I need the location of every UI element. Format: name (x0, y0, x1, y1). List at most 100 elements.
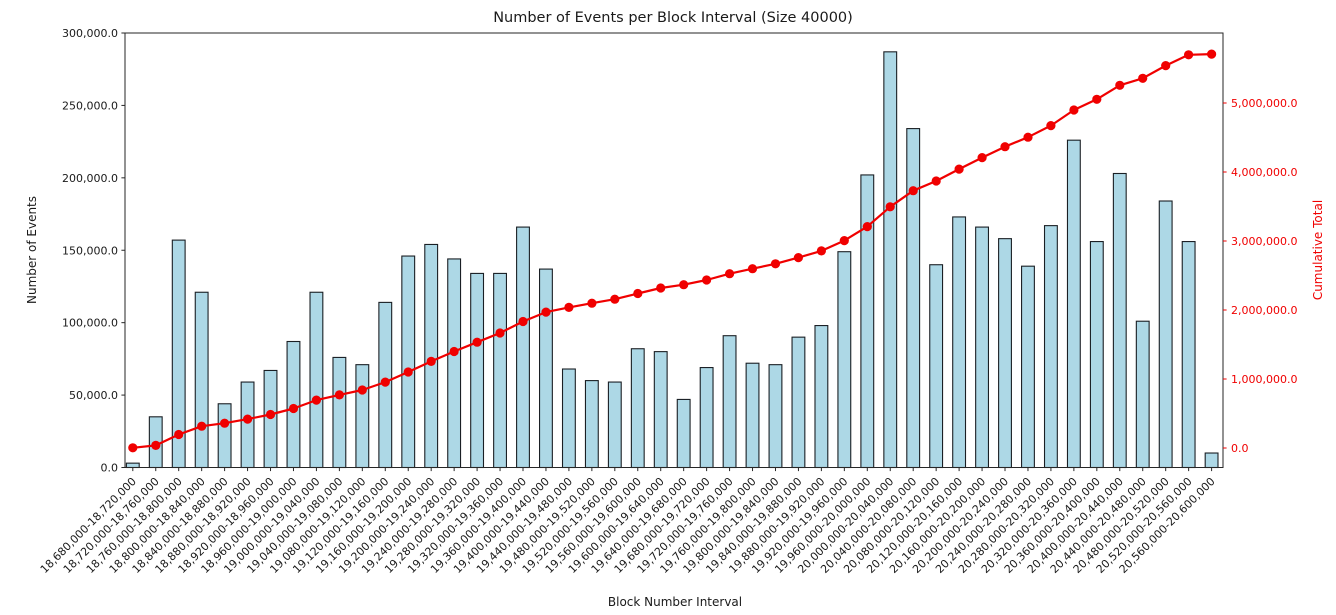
bar (768, 364, 783, 469)
line-marker (1023, 132, 1033, 142)
line-marker (839, 236, 849, 246)
bar (493, 272, 507, 469)
line-marker (541, 307, 551, 317)
bar (217, 403, 232, 469)
bar (837, 251, 852, 469)
y-tick-label-left: 100,000.0 (62, 317, 118, 330)
bar (1043, 225, 1058, 469)
line-marker (1184, 50, 1194, 60)
y-tick-label-right: 1,000,000.0 (1231, 373, 1297, 386)
line-marker (151, 440, 161, 450)
line-marker (426, 356, 436, 366)
line-marker (770, 259, 781, 269)
y-tick-label-left: 150,000.0 (62, 244, 118, 257)
bar (1135, 320, 1150, 469)
line-marker (220, 418, 230, 428)
line-marker (885, 202, 895, 212)
bar (470, 272, 485, 469)
bar (791, 336, 806, 469)
bar (653, 351, 668, 469)
y-tick-label-right: 2,000,000.0 (1231, 304, 1297, 317)
bar (584, 380, 599, 469)
line-marker (357, 385, 367, 395)
bar (1021, 265, 1035, 469)
bar (538, 268, 553, 469)
bar (676, 398, 691, 469)
line-marker (793, 253, 804, 263)
line-marker (380, 377, 390, 387)
line-marker (610, 294, 620, 304)
y-tick-label-left: 50,000.0 (69, 389, 118, 402)
line-marker (1000, 142, 1010, 152)
bar (447, 258, 462, 469)
bar (401, 255, 416, 469)
line-marker (908, 186, 918, 196)
bar (860, 174, 875, 469)
y-tick-label-left: 250,000.0 (62, 99, 118, 112)
line-marker (1046, 121, 1056, 131)
line-marker (243, 414, 253, 424)
bar (1181, 241, 1196, 469)
y-tick-label-right: 3,000,000.0 (1231, 235, 1297, 248)
bar (1204, 452, 1219, 469)
bar (630, 348, 645, 469)
y-tick-label-left: 200,000.0 (62, 172, 118, 185)
y-axis-label-left: Number of Events (25, 196, 39, 304)
line-marker (334, 390, 344, 400)
y-axis-label-right: Cumulative Total (1311, 200, 1325, 300)
bar (1089, 241, 1104, 469)
line-marker (702, 275, 712, 285)
line-marker (679, 280, 689, 290)
bar (883, 51, 898, 469)
bar (1112, 172, 1127, 469)
line-marker (747, 264, 758, 274)
bar (952, 216, 967, 469)
bar (309, 291, 324, 469)
y-tick-label-right: 5,000,000.0 (1231, 97, 1297, 110)
line-marker (472, 337, 482, 347)
y-tick-label-left: 0.0 (101, 462, 119, 475)
line-marker (587, 298, 597, 308)
bar (975, 226, 990, 469)
line-marker (954, 164, 964, 174)
line-marker (1115, 80, 1125, 90)
bar (998, 238, 1012, 469)
line-marker (403, 367, 413, 377)
line-marker (1069, 105, 1079, 115)
bar (906, 128, 921, 469)
line-marker (449, 346, 459, 357)
bar (1158, 200, 1173, 469)
bar (722, 335, 737, 469)
bar (814, 325, 829, 469)
line-marker (495, 328, 505, 338)
line-marker (931, 176, 941, 186)
bar (240, 381, 255, 469)
line-marker (1138, 73, 1148, 83)
line-marker (656, 283, 666, 293)
line-marker (1092, 94, 1102, 104)
bar (355, 364, 370, 469)
line-marker (174, 429, 184, 440)
line-marker (633, 288, 643, 299)
chart-title: Number of Events per Block Interval (Siz… (493, 10, 853, 26)
line-marker (518, 316, 528, 327)
bar (194, 291, 209, 469)
bar (745, 362, 760, 469)
line-marker (862, 222, 872, 232)
y-tick-label-right: 4,000,000.0 (1231, 166, 1297, 179)
line-marker (977, 153, 987, 163)
line-marker (265, 409, 276, 420)
line-marker (725, 269, 735, 279)
line-marker (128, 443, 138, 453)
bar (125, 462, 140, 469)
x-axis-label: Block Number Interval (608, 595, 742, 609)
y-tick-label-left: 300,000.0 (62, 27, 118, 40)
line-marker (1161, 61, 1171, 71)
line-marker (197, 421, 207, 431)
line-marker (816, 246, 827, 256)
bar (332, 356, 347, 469)
bar (424, 243, 439, 469)
bar (516, 226, 530, 469)
